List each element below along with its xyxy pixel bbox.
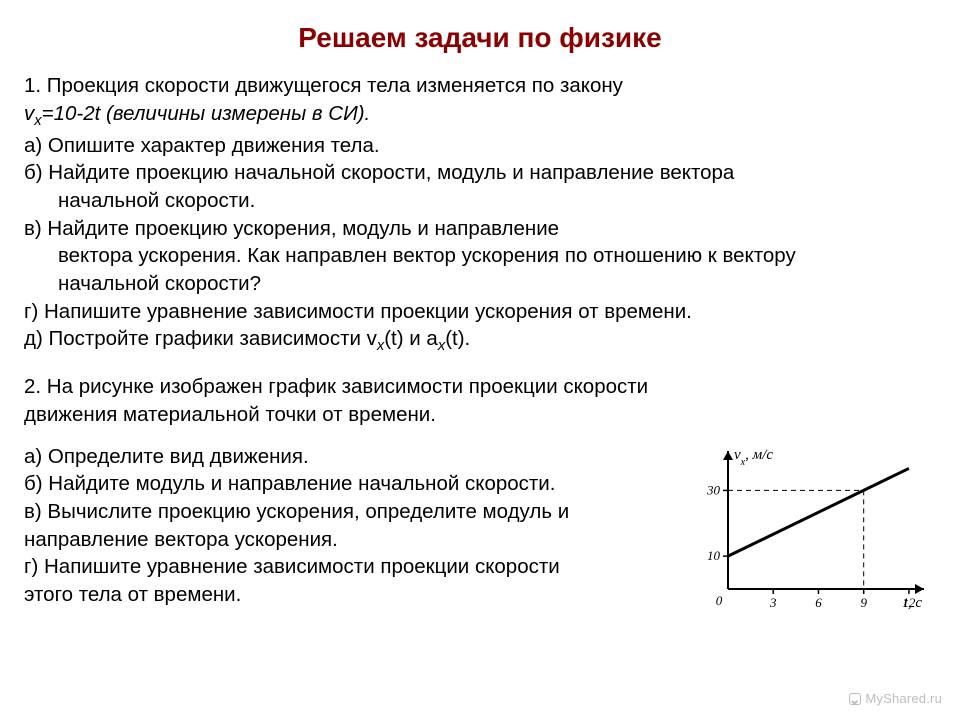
problem-1: 1. Проекция скорости движущегося тела из… xyxy=(24,72,936,357)
problem-2-body: а) Определите вид движения. б) Найдите м… xyxy=(24,443,936,619)
problem-2-items: а) Определите вид движения. б) Найдите м… xyxy=(24,443,678,609)
p1-b2: начальной скорости. xyxy=(24,187,936,215)
svg-text:30: 30 xyxy=(706,482,721,497)
p2-intro2: движения материальной точки от времени. xyxy=(24,401,936,429)
p2-a: а) Определите вид движения. xyxy=(24,443,678,471)
svg-text:vx, м/с: vx, м/с xyxy=(734,447,773,468)
p2-b: б) Найдите модуль и направление начально… xyxy=(24,470,678,498)
p1-line1: 1. Проекция скорости движущегося тела из… xyxy=(24,72,936,100)
p2-d1: г) Напишите уравнение зависимости проекц… xyxy=(24,553,678,581)
p1-d: г) Напишите уравнение зависимости проекц… xyxy=(24,298,936,326)
p1-formula-v: v xyxy=(24,102,34,125)
velocity-chart: 3691210300t, cvx, м/с xyxy=(686,439,936,619)
p1-line2: vx=10-2t (величины измерены в СИ). xyxy=(24,100,936,132)
watermark-icon xyxy=(849,693,861,705)
p1-c3: начальной скорости? xyxy=(24,270,936,298)
p2-c2: направление вектора ускорения. xyxy=(24,526,678,554)
problem-2-intro: 2. На рисунке изображен график зависимос… xyxy=(24,373,936,428)
watermark: MyShared.ru xyxy=(849,691,942,706)
watermark-text: MyShared.ru xyxy=(865,691,942,706)
p2-d2: этого тела от времени. xyxy=(24,581,678,609)
svg-text:6: 6 xyxy=(815,595,822,610)
p2-intro1: 2. На рисунке изображен график зависимос… xyxy=(24,373,936,401)
p1-c2: вектора ускорения. Как направлен вектор … xyxy=(24,242,936,270)
svg-text:10: 10 xyxy=(707,548,721,563)
p1-formula-sub: x xyxy=(34,113,41,129)
p1-a: а) Опишите характер движения тела. xyxy=(24,132,936,160)
svg-text:0: 0 xyxy=(716,593,723,608)
p1-e-b: (t) и a xyxy=(384,327,438,350)
svg-text:3: 3 xyxy=(769,595,777,610)
p1-e: д) Постройте графики зависимости vx(t) и… xyxy=(24,325,936,357)
svg-text:9: 9 xyxy=(860,595,867,610)
p2-c1: в) Вычислите проекцию ускорения, определ… xyxy=(24,498,678,526)
page-title: Решаем задачи по физике xyxy=(0,0,960,72)
content-area: 1. Проекция скорости движущегося тела из… xyxy=(0,72,960,619)
p1-e-c: (t). xyxy=(445,327,470,350)
p1-e-a: д) Постройте графики зависимости v xyxy=(24,327,377,350)
p1-c: в) Найдите проекцию ускорения, модуль и … xyxy=(24,215,936,243)
svg-text:t, c: t, c xyxy=(904,595,923,611)
p1-b: б) Найдите проекцию начальной скорости, … xyxy=(24,159,936,187)
p1-formula-rest: =10-2t (величины измерены в СИ). xyxy=(42,102,371,125)
